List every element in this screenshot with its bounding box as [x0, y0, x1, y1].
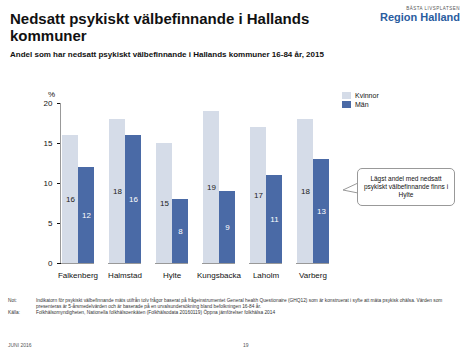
html-text:Män: Män	[355, 101, 369, 108]
html-text:Källa:: Källa:	[8, 310, 20, 315]
html-text:Folkhälsomyndigheten, Nationel: Folkhälsomyndigheten, Nationella folkhäl…	[36, 310, 276, 315]
svg-text:16: 16	[66, 195, 75, 204]
svg-text:16: 16	[129, 195, 138, 204]
svg-text:10: 10	[44, 179, 53, 188]
svg-text:18: 18	[301, 187, 310, 196]
svg-text:11: 11	[270, 215, 279, 224]
html-text:JUNI 2016: JUNI 2016	[8, 342, 32, 348]
svg-text:5: 5	[48, 219, 53, 228]
svg-text:Falkenberg: Falkenberg	[58, 271, 98, 280]
svg-text:Halmstad: Halmstad	[108, 271, 142, 280]
html-text:Nedsatt psykiskt välbefinnande: Nedsatt psykiskt välbefinnande i Halland…	[10, 10, 310, 44]
svg-text:Kungsbacka: Kungsbacka	[197, 271, 242, 280]
html-text:Lägst andel med nedsatt psykis: Lägst andel med nedsatt psykiskt välbefi…	[363, 175, 449, 198]
svg-text:0: 0	[48, 259, 53, 268]
svg-text:15: 15	[160, 199, 169, 208]
html-text:BÄSTA LIVSPLATSEN: BÄSTA LIVSPLATSEN	[406, 6, 460, 11]
html-text:19: 19	[243, 342, 249, 348]
html-text:Andel som har nedsatt psykiskt: Andel som har nedsatt psykiskt välbefinn…	[10, 50, 324, 59]
svg-text:Hylte: Hylte	[163, 271, 182, 280]
svg-text:17: 17	[254, 191, 263, 200]
svg-text:19: 19	[207, 183, 216, 192]
html-text:Kvinnor: Kvinnor	[355, 92, 379, 99]
svg-text:Varberg: Varberg	[299, 271, 327, 280]
svg-text:9: 9	[225, 223, 230, 232]
svg-text:15: 15	[44, 139, 53, 148]
html-text:Not:: Not:	[8, 298, 17, 303]
svg-text:13: 13	[317, 207, 326, 216]
html-text:Indikatorn för psykiskt välbef: Indikatorn för psykiskt välbefinnande mä…	[36, 298, 443, 309]
svg-text:8: 8	[178, 227, 183, 236]
svg-text:20: 20	[44, 99, 53, 108]
html-text:Region Halland: Region Halland	[379, 11, 460, 23]
svg-text:Laholm: Laholm	[253, 271, 280, 280]
svg-text:12: 12	[82, 211, 91, 220]
svg-text:18: 18	[113, 187, 122, 196]
